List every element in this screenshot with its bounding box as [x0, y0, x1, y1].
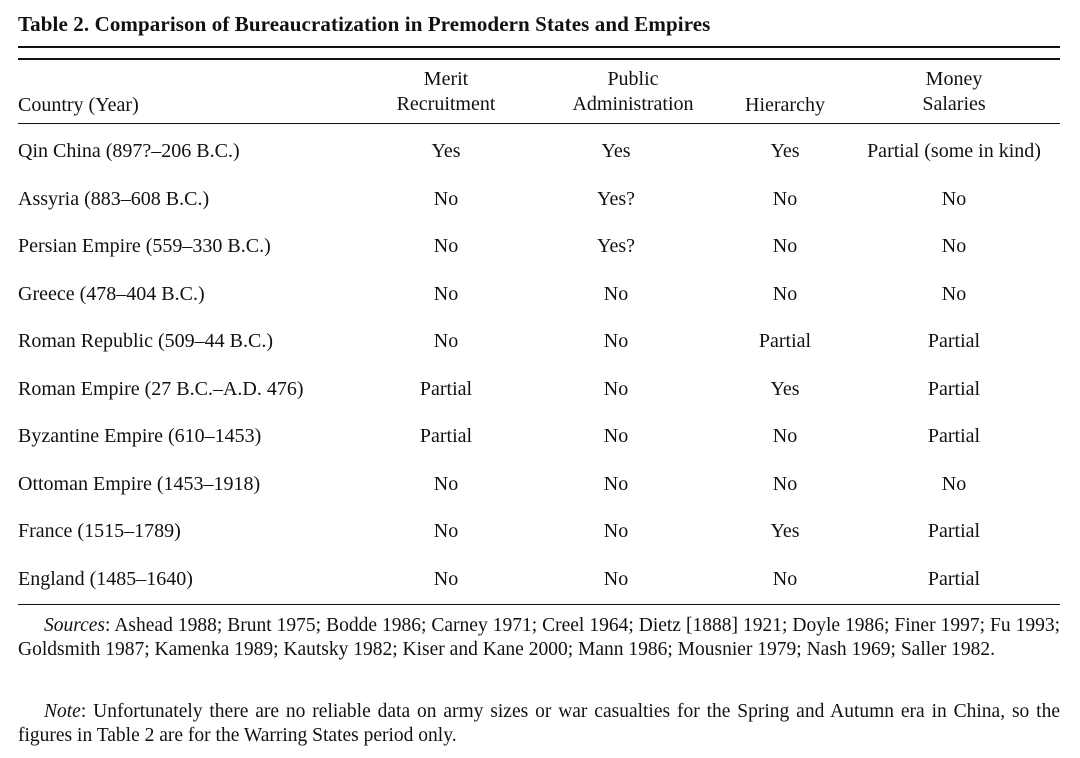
table-row: France (1515–1789) No No Yes Partial — [18, 520, 1060, 550]
cell-hierarchy: Partial — [758, 330, 812, 352]
cell-money: No — [941, 235, 967, 257]
sources-paragraph: Sources: Ashead 1988; Brunt 1975; Bodde … — [18, 614, 1060, 662]
cell-money: No — [941, 283, 967, 305]
table-row: England (1485–1640) No No No Partial — [18, 568, 1060, 598]
cell-hierarchy: Yes — [770, 378, 800, 400]
cell-country: Assyria (883–608 B.C.) — [18, 188, 210, 210]
note-paragraph: Note: Unfortunately there are no reliabl… — [18, 700, 1060, 748]
top-rule-second — [18, 58, 1060, 60]
table-row: Roman Republic (509–44 B.C.) No No Parti… — [18, 330, 1060, 360]
cell-merit: Partial — [419, 378, 473, 400]
cell-public: No — [603, 425, 629, 447]
cell-merit: Partial — [419, 425, 473, 447]
cell-hierarchy: Yes — [770, 140, 800, 162]
header-country: Country (Year) — [18, 94, 139, 116]
cell-merit: No — [433, 283, 459, 305]
cell-hierarchy: Yes — [770, 520, 800, 542]
cell-hierarchy: No — [772, 473, 798, 495]
header-hierarchy: Hierarchy — [745, 94, 825, 116]
table-row: Assyria (883–608 B.C.) No Yes? No No — [18, 188, 1060, 218]
cell-country: Byzantine Empire (610–1453) — [18, 425, 262, 447]
cell-merit: No — [433, 235, 459, 257]
header-merit-recruitment: Merit Recruitment — [370, 67, 522, 117]
cell-merit: Yes — [431, 140, 461, 162]
table-title: Table 2. Comparison of Bureaucratization… — [18, 12, 711, 36]
sources-label: Sources — [44, 615, 106, 636]
cell-hierarchy: No — [772, 425, 798, 447]
header-money-salaries: Money Salaries — [848, 67, 1060, 117]
note-text: : Unfortunately there are no reliable da… — [18, 701, 1060, 746]
cell-public: Yes — [601, 140, 631, 162]
cell-country: Qin China (897?–206 B.C.) — [18, 140, 240, 162]
header-public-administration: Public Administration — [536, 67, 730, 117]
cell-public: No — [603, 378, 629, 400]
cell-money: No — [941, 473, 967, 495]
sources-text: : Ashead 1988; Brunt 1975; Bodde 1986; C… — [18, 615, 1060, 660]
cell-money: Partial — [927, 568, 981, 590]
table-row: Byzantine Empire (610–1453) Partial No N… — [18, 425, 1060, 455]
cell-money: No — [941, 188, 967, 210]
cell-merit: No — [433, 520, 459, 542]
cell-merit: No — [433, 473, 459, 495]
cell-money: Partial — [927, 378, 981, 400]
cell-country: England (1485–1640) — [18, 568, 193, 590]
cell-public: No — [603, 520, 629, 542]
header-rule — [18, 123, 1060, 124]
cell-merit: No — [433, 188, 459, 210]
cell-merit: No — [433, 568, 459, 590]
header-public-line1: Public — [607, 68, 659, 90]
cell-merit: No — [433, 330, 459, 352]
cell-country: Greece (478–404 B.C.) — [18, 283, 205, 305]
cell-country: France (1515–1789) — [18, 520, 181, 542]
table-row: Ottoman Empire (1453–1918) No No No No — [18, 473, 1060, 503]
cell-hierarchy: No — [772, 568, 798, 590]
header-merit-line1: Merit — [423, 68, 469, 90]
header-money-line1: Money — [925, 68, 983, 90]
cell-money: Partial (some in kind) — [867, 140, 1041, 162]
table-row: Greece (478–404 B.C.) No No No No — [18, 283, 1060, 313]
header-public-line2: Administration — [572, 93, 694, 115]
cell-public: No — [603, 283, 629, 305]
cell-public: No — [603, 568, 629, 590]
cell-country: Ottoman Empire (1453–1918) — [18, 473, 261, 495]
header-money-line2: Salaries — [922, 93, 986, 115]
cell-hierarchy: No — [772, 283, 798, 305]
cell-public: No — [603, 473, 629, 495]
cell-country: Roman Republic (509–44 B.C.) — [18, 330, 273, 352]
cell-country: Persian Empire (559–330 B.C.) — [18, 235, 271, 257]
cell-country: Roman Empire (27 B.C.–A.D. 476) — [18, 378, 304, 400]
table-row: Qin China (897?–206 B.C.) Yes Yes Yes Pa… — [18, 140, 1060, 170]
cell-public: Yes? — [597, 188, 635, 210]
bottom-rule — [18, 604, 1060, 605]
cell-hierarchy: No — [772, 235, 798, 257]
cell-money: Partial — [927, 520, 981, 542]
table-row: Persian Empire (559–330 B.C.) No Yes? No… — [18, 235, 1060, 265]
cell-hierarchy: No — [772, 188, 798, 210]
top-rule — [18, 46, 1060, 48]
table-row: Roman Empire (27 B.C.–A.D. 476) Partial … — [18, 378, 1060, 408]
header-merit-line2: Recruitment — [396, 93, 496, 115]
cell-money: Partial — [927, 425, 981, 447]
cell-public: Yes? — [597, 235, 635, 257]
note-label: Note — [44, 701, 81, 722]
cell-public: No — [603, 330, 629, 352]
cell-money: Partial — [927, 330, 981, 352]
